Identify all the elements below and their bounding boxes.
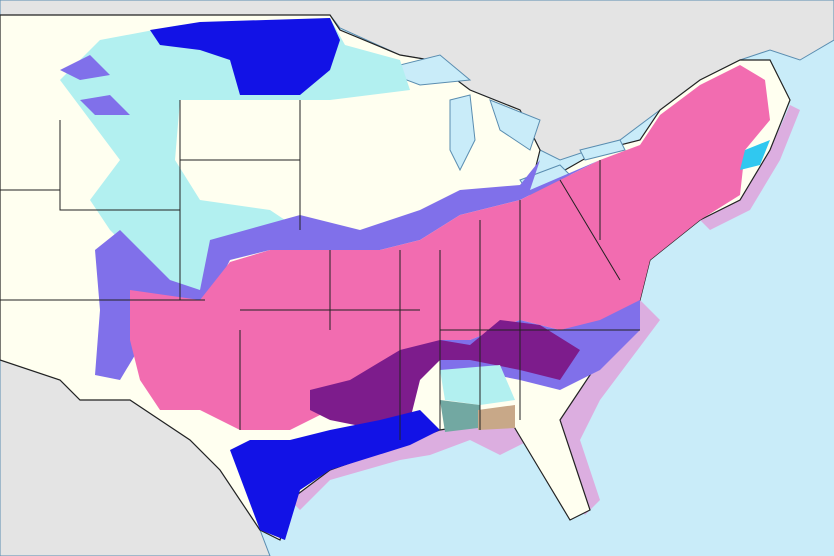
state-borders xyxy=(0,100,640,440)
great-lakes xyxy=(378,54,626,196)
bright-cyan-zone xyxy=(740,140,770,170)
purple-zone-band xyxy=(95,160,600,380)
blue-zone-gulf xyxy=(230,410,440,540)
cyan-zone-north xyxy=(60,18,410,300)
teal-zone xyxy=(440,400,480,432)
coastal-marine-zone xyxy=(290,300,660,515)
blue-zone-north xyxy=(150,18,340,95)
cyan-zone-south xyxy=(440,365,515,405)
canada-land xyxy=(0,0,834,161)
tan-zone xyxy=(478,405,515,430)
coastal-marine-northeast xyxy=(700,105,800,230)
purple-zone-west xyxy=(60,55,130,115)
pink-zone xyxy=(130,65,770,430)
dark-purple-zone xyxy=(310,320,580,430)
